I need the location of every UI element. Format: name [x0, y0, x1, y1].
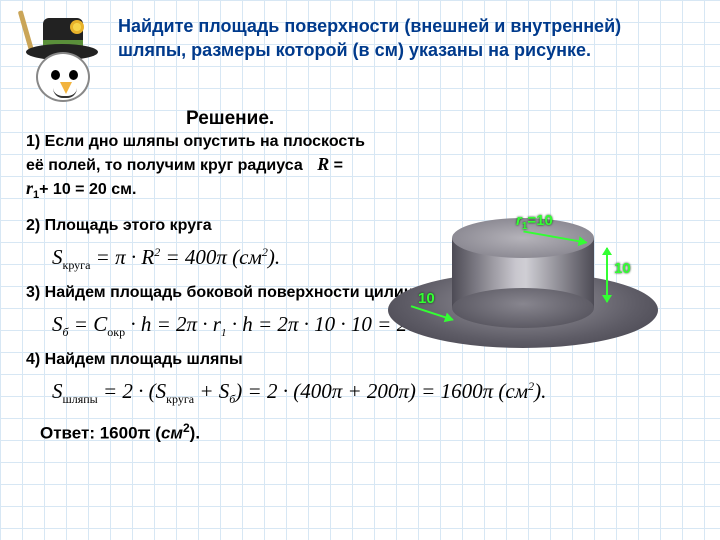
height-arrow-icon — [606, 248, 608, 302]
answer-tail: ). — [190, 424, 200, 443]
solution-body: r1=10 10 10 1) Если дно шляпы опустить н… — [26, 132, 694, 444]
height-label: 10 — [614, 260, 631, 277]
brim-width-label: 10 — [418, 290, 435, 307]
answer-unit: см — [161, 424, 183, 443]
answer-text: Ответ: 1600π ( — [40, 424, 161, 443]
step-1: 1) Если дно шляпы опустить на плоскость … — [26, 132, 366, 202]
hat-diagram: r1=10 10 10 — [388, 194, 658, 364]
answer-line: Ответ: 1600π (см2). — [40, 421, 694, 444]
mascot-face — [36, 52, 90, 102]
hat-crown-bottom-ellipse — [452, 288, 594, 328]
solution-heading: Решение. — [186, 108, 694, 130]
step1-text: 1) Если дно шляпы опустить на плоскость … — [26, 133, 365, 174]
header-row: Найдите площадь поверхности (внешней и в… — [26, 14, 694, 102]
r1-label: r1=10 — [516, 212, 553, 232]
problem-statement: Найдите площадь поверхности (внешней и в… — [118, 14, 694, 63]
slide-content: Найдите площадь поверхности (внешней и в… — [0, 0, 720, 444]
formula-4: Sшляпы = 2 · (Sкруга + Sб) = 2 · (400π +… — [52, 379, 694, 407]
snowman-mascot — [26, 14, 98, 102]
flower-icon — [70, 20, 84, 34]
